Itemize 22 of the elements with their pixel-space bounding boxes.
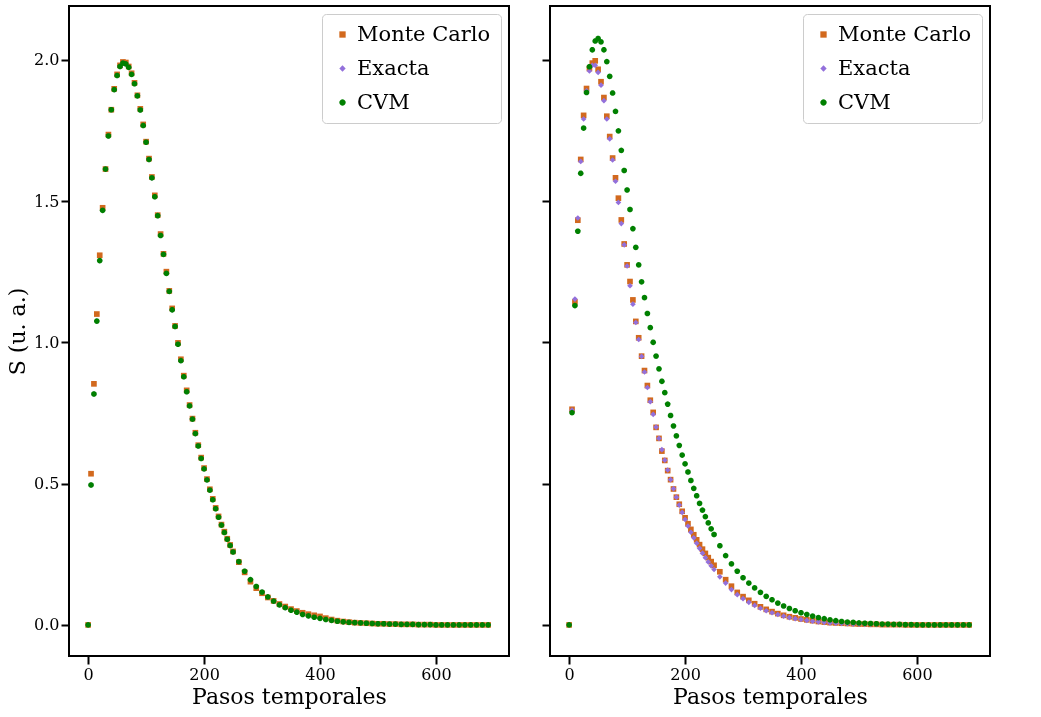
y-tick-label: 0.5 bbox=[34, 474, 60, 494]
x-tick-label: 400 bbox=[786, 664, 817, 684]
y-tick-label: 1.5 bbox=[34, 191, 60, 211]
x-axis-title: Pasos temporales bbox=[673, 683, 868, 709]
x-axis-title: Pasos temporales bbox=[192, 683, 387, 709]
y-tick-label: 2.0 bbox=[34, 50, 60, 70]
x-tick-label: 0 bbox=[83, 664, 94, 684]
x-tick-label: 200 bbox=[189, 664, 220, 684]
y-axis-title: S (u. a.) bbox=[5, 287, 31, 376]
x-tick-label: 0 bbox=[564, 664, 575, 684]
y-tick-label: 1.0 bbox=[34, 332, 60, 352]
legend-label: CVM bbox=[357, 89, 410, 114]
x-tick-label: 200 bbox=[670, 664, 701, 684]
legend-label: CVM bbox=[838, 89, 891, 114]
x-tick-label: 400 bbox=[305, 664, 336, 684]
y-tick-label: 0.0 bbox=[34, 615, 60, 635]
legend-label: Exacta bbox=[357, 55, 430, 80]
legend-label: Monte Carlo bbox=[357, 21, 491, 46]
x-tick-label: 600 bbox=[902, 664, 933, 684]
legend-label: Monte Carlo bbox=[838, 21, 972, 46]
x-tick-label: 600 bbox=[421, 664, 452, 684]
legend-label: Exacta bbox=[838, 55, 911, 80]
